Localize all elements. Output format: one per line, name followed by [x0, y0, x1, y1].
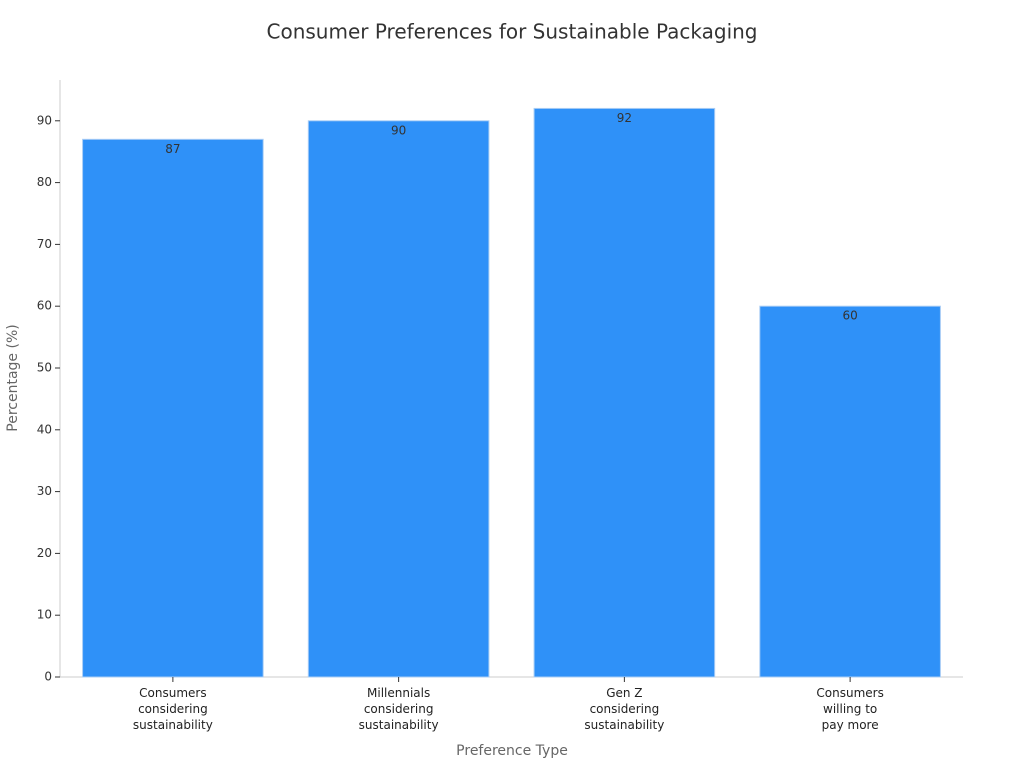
- y-tick-label: 90: [37, 113, 52, 127]
- y-tick-label: 80: [37, 175, 52, 189]
- bar: [533, 107, 716, 678]
- y-tick-label: 10: [37, 608, 52, 622]
- y-tick-label: 40: [37, 422, 52, 436]
- bar: [759, 305, 941, 678]
- bar: [307, 120, 490, 678]
- x-tick-label: Consumers considering sustainability: [132, 686, 213, 732]
- y-tick-label: 70: [37, 237, 52, 251]
- value-label: 60: [842, 309, 857, 323]
- x-axis-title: Preference Type: [456, 743, 568, 759]
- y-axis-title: Percentage (%): [5, 324, 21, 431]
- chart-title: Consumer Preferences for Sustainable Pac…: [267, 20, 758, 44]
- y-tick-label: 20: [37, 546, 52, 560]
- y-tick-label: 30: [37, 484, 52, 498]
- y-tick-label: 60: [37, 299, 52, 313]
- x-tick-label: Gen Z considering sustainability: [584, 686, 665, 732]
- value-label: 90: [391, 123, 406, 137]
- value-label: 87: [165, 142, 180, 156]
- bar: [82, 138, 264, 678]
- y-tick-label: 50: [37, 360, 52, 374]
- value-label: 92: [617, 111, 632, 125]
- y-tick-label: 0: [44, 670, 52, 684]
- x-tick-label: Consumers willing to pay more: [816, 686, 884, 732]
- x-tick-label: Millennials considering sustainability: [358, 686, 439, 732]
